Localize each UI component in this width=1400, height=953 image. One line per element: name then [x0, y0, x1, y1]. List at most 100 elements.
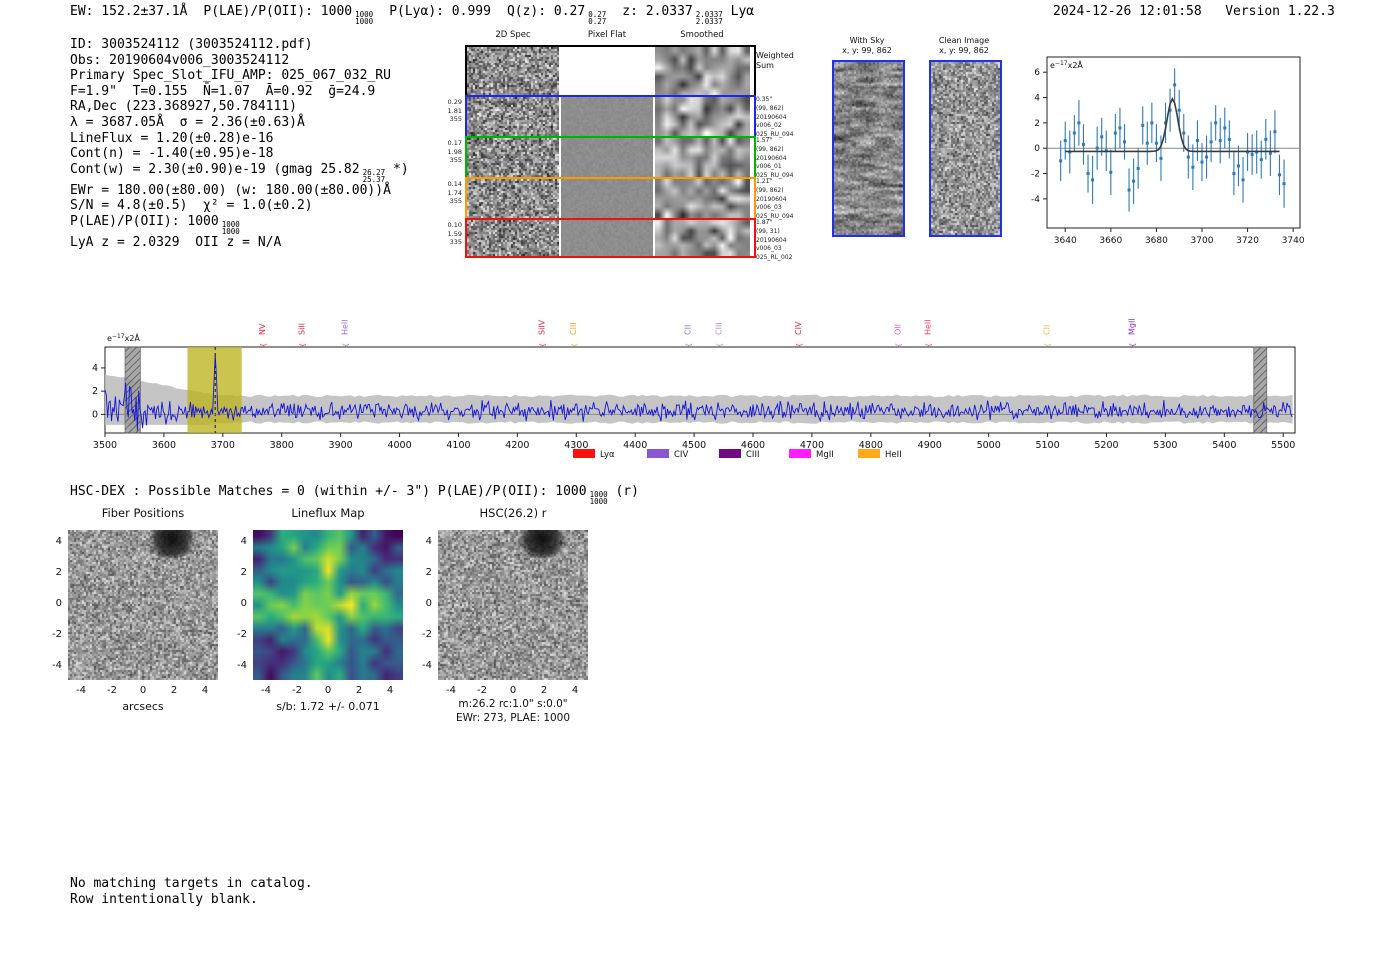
- hsc_r-xtick-label: -4: [446, 685, 456, 696]
- summary-header: EW: 152.2±37.1Å P(LAE)/P(OII): 1000 1000 10…: [70, 4, 770, 25]
- with-sky-image: [832, 60, 905, 237]
- info-line-8-text: Cont(w) = 2.30(±0.90)e-19 (gmag 25.82 26.…: [70, 161, 409, 184]
- emission-line-label-NV: NV: [258, 323, 267, 335]
- hsc_r-xtick-label: 4: [571, 685, 579, 696]
- detection-info-block: ID: 3003524112 (3003524112.pdf) Obs: 2019…: [70, 37, 409, 251]
- emission-line-label-HeII: HeII: [340, 319, 349, 335]
- fiber_positions-xtick-label: -2: [107, 685, 117, 696]
- spec2d-header-pixelflat: Pixel Flat: [587, 30, 627, 40]
- spectrum-xtick-label: 3500: [93, 440, 117, 451]
- hsc_r-xtick-label: 2: [540, 685, 548, 696]
- lineflux_map-ytick-label: -2: [237, 629, 247, 640]
- info-line-7: Cont(n) = -1.40(±0.95)e-18: [70, 146, 409, 162]
- with-sky-title: With Sky x, y: 99, 862: [824, 36, 910, 56]
- info-line-10-text: S/N = 4.8(±0.5) χ² = 1.0(±0.2): [70, 198, 313, 214]
- spectrum-ylabel: e−17x2Å: [107, 332, 140, 343]
- spectrum-ytick-label: 2: [92, 386, 98, 397]
- lineflux_map-ytick-label: -4: [237, 660, 247, 671]
- zoom-xtick-label: 3700: [1191, 236, 1214, 246]
- hsc-dex-matches-line: HSC-DEX : Possible Matches = 0 (within +…: [70, 484, 639, 505]
- hsc_r-image: [438, 530, 588, 680]
- timestamp: 2024-12-26 12:01:58: [1053, 4, 1202, 19]
- spec2d-row-2: [465, 136, 756, 179]
- info-line-8: Cont(w) = 2.30(±0.90)e-19 (gmag 25.82 26.…: [70, 162, 409, 183]
- zoom-ytick-label: 2: [1034, 119, 1040, 129]
- spectrum-xtick-label: 4700: [800, 440, 824, 451]
- spec2d-row-1-right-labels: 0.35" (99, 862) 20190604 v006_02 025_RU_094: [756, 96, 794, 139]
- zoom-ytick-label: 0: [1034, 144, 1040, 154]
- info-line-0-text: ID: 3003524112 (3003524112.pdf): [70, 37, 313, 52]
- masked-wavelength-band: [1253, 346, 1268, 434]
- lineflux_map-image: [253, 530, 403, 680]
- emission-line-label-SiII: SiII: [297, 323, 306, 335]
- line-fit-zoom-plot: 3640 3660 3680 3700 3720 3740 -4 -2 0 2 4 6 e−17x2Å: [1031, 56, 1305, 246]
- spec2d-row-4-img-smoothed: [655, 220, 750, 256]
- clean-image-coords: x, y: 99, 862: [939, 46, 989, 55]
- info-line-0: ID: 3003524112 (3003524112.pdf): [70, 37, 409, 53]
- lineflux-map-title: Lineflux Map: [291, 506, 365, 520]
- legend-label-Lyα: Lyα: [600, 450, 615, 460]
- info-line-6: LineFlux = 1.20(±0.28)e-16: [70, 131, 409, 147]
- info-line-1-text: Obs: 20190604v006_3003524112: [70, 52, 290, 68]
- info-line-4: RA,Dec (223.368927,50.784111): [70, 99, 409, 115]
- hsc-r-xlabel-line2: EWr: 273, PLAE: 1000: [455, 712, 571, 724]
- spectrum-xtick-label: 4000: [387, 440, 411, 451]
- fiber_positions-xtick-label: 4: [201, 685, 209, 696]
- emission-line-label-MgII: MgII: [1127, 318, 1136, 335]
- spectrum-xtick-label: 3700: [211, 440, 235, 451]
- lineflux_map-ytick-label: 2: [240, 567, 247, 578]
- spec2d-row-0-img-2dspec: [467, 47, 559, 97]
- with-sky-title-line: With Sky: [849, 36, 885, 45]
- spectrum-xtick-label: 5000: [977, 440, 1001, 451]
- spec2d-row-2-left-labels: 0.17 1.98 355: [447, 139, 462, 164]
- emission-line-brace: {: [795, 343, 803, 347]
- spectrum-xtick-label: 5400: [1212, 440, 1236, 451]
- spec2d-row-4: [465, 218, 756, 258]
- zoom-ytick-label: -2: [1031, 170, 1040, 180]
- spec2d-row-4-left-labels: 0.10 1.59 335: [447, 221, 462, 246]
- spectrum-xtick-label: 4800: [859, 440, 883, 451]
- header-segment-4: z: 2.0337 2.0337 2.0337 Lyα: [622, 4, 755, 26]
- fiber_positions-ytick-label: -2: [52, 629, 62, 640]
- spectrum-xtick-label: 4500: [682, 440, 706, 451]
- hsc_r-ytick-label: 0: [425, 598, 432, 609]
- hsc_r-ytick-label: -2: [422, 629, 432, 640]
- spec2d-row-0-right-labels: Weighted Sum: [756, 51, 794, 70]
- info-line-4-text: RA,Dec (223.368927,50.784111): [70, 99, 297, 115]
- info-line-5: λ = 3687.05Å σ = 2.36(±0.63)Å: [70, 115, 409, 131]
- info-line-12-text: LyA z = 2.0329 OII z = N/A: [70, 234, 282, 250]
- fiber_positions-ytick-label: 2: [55, 567, 62, 578]
- timestamp-version: 2024-12-26 12:01:58 Version 1.22.3: [1053, 4, 1335, 19]
- clean-image-title-line: Clean Image: [938, 36, 990, 45]
- header-segment-3-stacked-fraction: 0.27 0.27: [588, 10, 607, 26]
- zoom-ytick-label: 4: [1034, 94, 1040, 104]
- spectrum-xtick-label: 4300: [564, 440, 588, 451]
- info-line-7-text: Cont(n) = -1.40(±0.95)e-18: [70, 146, 274, 162]
- fiber_positions-xtick-label: 0: [139, 685, 147, 696]
- fiber-positions-title: Fiber Positions: [101, 506, 185, 520]
- lineflux_map-xtick-label: -4: [261, 685, 271, 696]
- hsc-r-xlabel-line1: m:26.2 rc:1.0" s:0.0": [458, 698, 568, 710]
- hsc-dex-text: HSC-DEX : Possible Matches = 0 (within +…: [70, 484, 639, 506]
- zoom-xtick-label: 3740: [1282, 236, 1305, 246]
- zoom-ytick-label: -4: [1031, 195, 1040, 205]
- fiber_positions-xtick-label: -4: [76, 685, 86, 696]
- hsc-r-title: HSC(26.2) r: [479, 506, 547, 520]
- fiber-positions-xlabel: arcsecs: [122, 700, 164, 713]
- spec2d-row-1-img-smoothed: [655, 97, 750, 136]
- version-label: Version 1.22.3: [1225, 4, 1335, 19]
- lineflux_map-xtick-label: 2: [355, 685, 363, 696]
- info-line-11-text-stacked-fraction: 1000 1000: [221, 219, 240, 236]
- emission-line-brace: {: [570, 343, 578, 347]
- spec2d-row-1-img-pixelflat: [561, 97, 653, 136]
- emission-line-label-CIV: CIV: [794, 321, 803, 335]
- info-line-2-text: Primary Spec_Slot_IFU_AMP: 025_067_032_R…: [70, 68, 391, 84]
- spectrum-xtick-label: 5500: [1271, 440, 1295, 451]
- lineflux_map-ytick-label: 4: [240, 536, 247, 547]
- emission-line-brace: {: [539, 343, 547, 347]
- spectrum-xtick-label: 4900: [918, 440, 942, 451]
- spec2d-row-3: [465, 177, 756, 220]
- lineflux_map-xtick-label: 0: [324, 685, 332, 696]
- fiber_positions-ytick-label: 4: [55, 536, 62, 547]
